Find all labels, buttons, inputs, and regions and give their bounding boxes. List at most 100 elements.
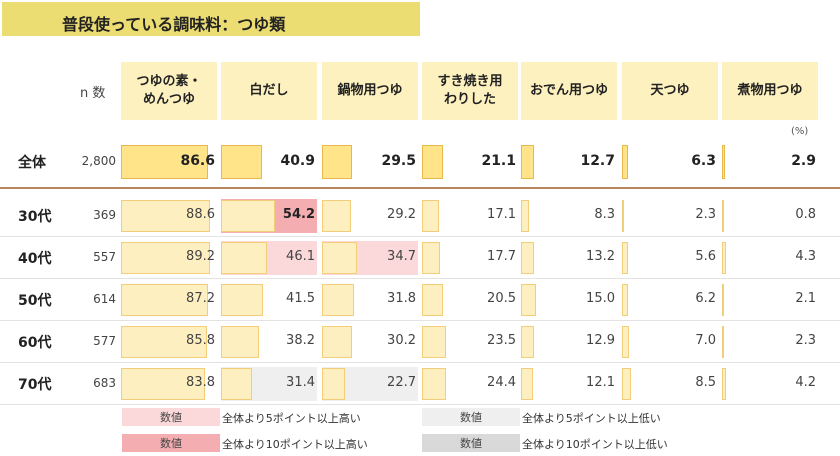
- value-label: 2.3: [695, 207, 716, 222]
- unit-label: (%): [791, 126, 809, 137]
- row-label: 全体: [18, 155, 46, 171]
- value-label: 2.3: [795, 333, 816, 348]
- legend-swatch: 数値: [122, 408, 220, 426]
- row-divider: [0, 362, 840, 363]
- value-label: 83.8: [186, 375, 215, 390]
- value-label: 31.8: [387, 291, 416, 306]
- bar: [521, 242, 535, 274]
- row-label: 40代: [18, 251, 52, 267]
- row-divider: [0, 236, 840, 237]
- n-count: 2,800: [81, 154, 116, 168]
- bar: [322, 326, 353, 358]
- bar: [722, 200, 724, 232]
- column-header: おでん用つゆ: [521, 62, 617, 120]
- value-label: 7.0: [695, 333, 716, 348]
- value-label: 21.1: [481, 153, 516, 169]
- bar: [521, 145, 534, 179]
- column-header: 白だし: [221, 62, 317, 120]
- bar: [121, 326, 207, 358]
- bar: [221, 326, 260, 358]
- value-label: 30.2: [387, 333, 416, 348]
- value-label: 40.9: [280, 153, 315, 169]
- bar: [221, 284, 263, 316]
- bar: [722, 368, 727, 400]
- legend-text: 全体より10ポイント以上高い: [222, 438, 368, 451]
- bar: [521, 200, 530, 232]
- bar: [622, 368, 631, 400]
- bar: [322, 368, 345, 400]
- column-header: 天つゆ: [622, 62, 718, 120]
- bar: [121, 368, 205, 400]
- bar: [221, 145, 262, 179]
- value-label: 6.2: [695, 291, 716, 306]
- bar: [422, 284, 443, 316]
- bar: [121, 242, 211, 274]
- value-label: 88.6: [186, 207, 215, 222]
- row-divider: [0, 278, 840, 279]
- bar: [121, 284, 209, 316]
- bar: [722, 284, 725, 316]
- value-label: 23.5: [487, 333, 516, 348]
- row-label: 30代: [18, 209, 52, 225]
- bar: [121, 145, 208, 179]
- value-label: 12.9: [586, 333, 615, 348]
- legend-text: 全体より5ポイント以上高い: [222, 412, 361, 425]
- bar: [622, 145, 629, 179]
- bar: [422, 368, 447, 400]
- value-label: 86.6: [180, 153, 215, 169]
- bar: [422, 242, 440, 274]
- bar: [521, 284, 536, 316]
- value-label: 4.2: [795, 375, 816, 390]
- row-divider: [0, 320, 840, 321]
- value-label: 38.2: [286, 333, 315, 348]
- legend-swatch: 数値: [422, 434, 520, 452]
- value-label: 12.1: [586, 375, 615, 390]
- value-label: 8.5: [695, 375, 716, 390]
- row-label: 70代: [18, 377, 52, 393]
- bar: [622, 326, 629, 358]
- value-label: 17.1: [487, 207, 516, 222]
- bar: [622, 284, 629, 316]
- title-banner: 普段使っている調味料：つゆ類: [2, 2, 420, 36]
- n-count: 614: [93, 292, 116, 306]
- n-count: 369: [93, 208, 116, 222]
- value-label: 8.3: [594, 207, 615, 222]
- value-label: 41.5: [286, 291, 315, 306]
- value-label: 87.2: [186, 291, 215, 306]
- value-label: 4.3: [795, 249, 816, 264]
- bar: [221, 368, 253, 400]
- value-label: 6.3: [691, 153, 716, 169]
- bar: [422, 145, 444, 179]
- legend-swatch: 数値: [422, 408, 520, 426]
- bar: [521, 368, 534, 400]
- value-label: 15.0: [586, 291, 615, 306]
- bar: [221, 200, 276, 232]
- value-label: 12.7: [580, 153, 615, 169]
- n-count-header: n 数: [80, 86, 106, 101]
- bar: [722, 326, 725, 358]
- row-divider: [0, 404, 840, 405]
- value-label: 13.2: [586, 249, 615, 264]
- bar: [322, 284, 354, 316]
- value-label: 5.6: [695, 249, 716, 264]
- value-label: 0.8: [795, 207, 816, 222]
- value-label: 2.1: [795, 291, 816, 306]
- chart-title: 普段使っている調味料：つゆ類: [62, 15, 286, 34]
- value-label: 22.7: [387, 375, 416, 390]
- value-label: 34.7: [387, 249, 416, 264]
- legend-text: 全体より10ポイント以上低い: [522, 438, 668, 451]
- value-label: 29.5: [381, 153, 416, 169]
- value-label: 2.9: [791, 153, 816, 169]
- column-header: 鍋物用つゆ: [322, 62, 418, 120]
- value-label: 24.4: [487, 375, 516, 390]
- bar: [622, 242, 628, 274]
- value-label: 17.7: [487, 249, 516, 264]
- value-label: 31.4: [286, 375, 315, 390]
- row-label: 60代: [18, 335, 52, 351]
- bar: [121, 200, 210, 232]
- value-label: 89.2: [186, 249, 215, 264]
- column-header: 煮物用つゆ: [722, 62, 818, 120]
- bar: [422, 326, 446, 358]
- bar: [221, 242, 268, 274]
- n-count: 683: [93, 376, 116, 390]
